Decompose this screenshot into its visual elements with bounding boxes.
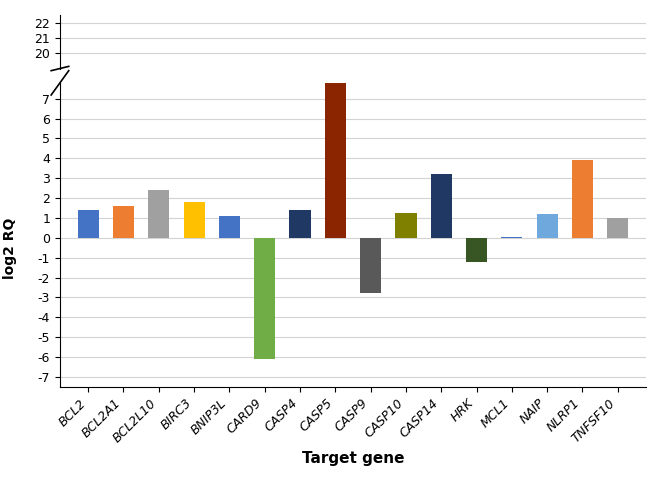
Bar [325,329,346,352]
Bar [78,210,99,238]
Text: log2 RQ: log2 RQ [3,217,17,279]
Bar [149,190,169,238]
Bar [290,210,310,238]
X-axis label: Target gene: Target gene [302,450,404,466]
Bar [184,202,204,238]
Bar [325,83,346,238]
Bar [113,206,134,238]
Bar [572,160,593,238]
Bar [254,238,275,359]
Bar [607,218,628,238]
Bar [466,238,487,262]
Bar [537,214,557,238]
Bar [360,238,381,294]
Bar [219,216,240,238]
Bar [431,174,452,238]
Bar [501,237,522,238]
Bar [325,352,346,360]
Bar [396,213,416,238]
